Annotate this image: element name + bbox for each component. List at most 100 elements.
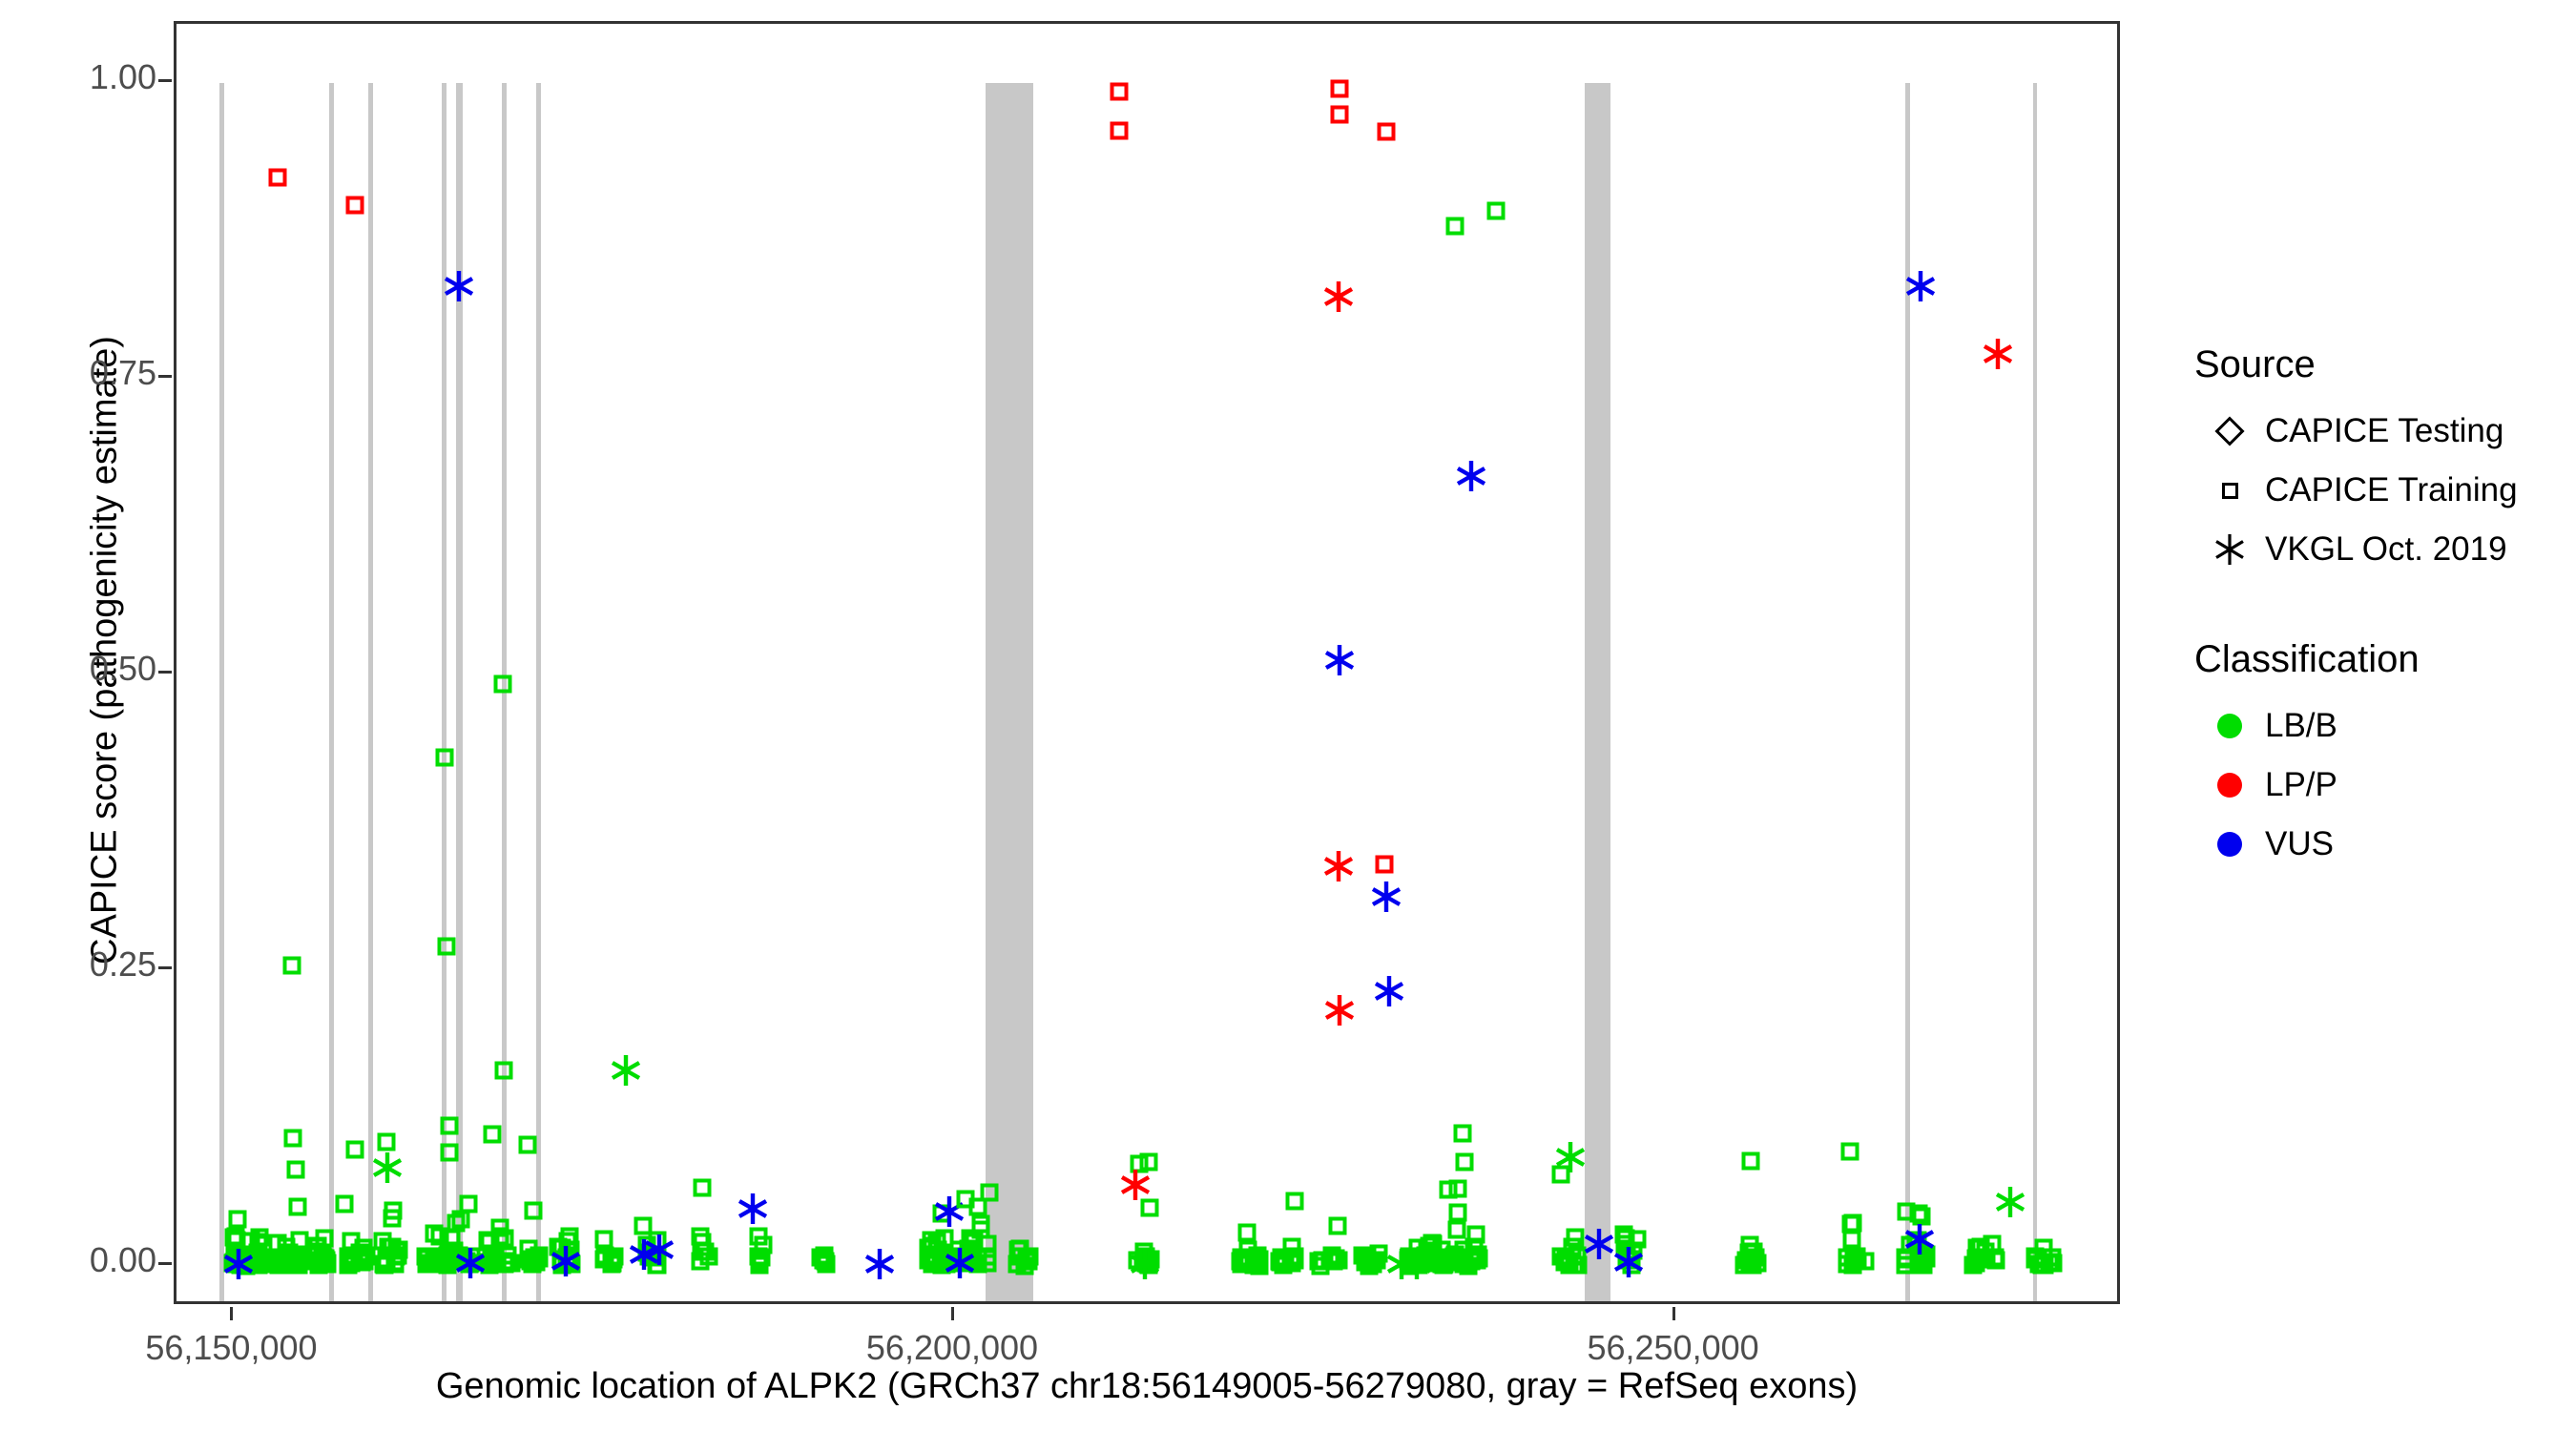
data-point-marker — [956, 1190, 975, 1209]
data-point-marker — [1615, 1234, 1634, 1254]
y-tick-mark — [158, 374, 172, 378]
exon-band — [536, 82, 541, 1301]
data-point-marker — [980, 1183, 999, 1202]
data-point-marker — [1842, 1230, 1861, 1249]
y-tick-label: 0.75 — [89, 352, 156, 392]
data-point-marker — [1977, 1248, 1996, 1267]
y-tick-mark — [158, 670, 172, 674]
data-point-marker — [604, 1250, 623, 1269]
legend-item-capice-training[interactable]: CAPICE Training — [2194, 461, 2576, 520]
data-point-marker — [1551, 1247, 1570, 1266]
data-point-marker — [1248, 1255, 1267, 1274]
data-point-marker — [437, 937, 456, 956]
data-point-marker — [1845, 1249, 1864, 1268]
exon-band — [1905, 82, 1910, 1301]
y-tick-label: 0.50 — [89, 648, 156, 688]
data-point-marker — [1373, 975, 1405, 1007]
diamond-marker-icon — [2194, 416, 2265, 446]
data-point-marker — [610, 1054, 642, 1087]
x-tick-mark — [1672, 1307, 1675, 1320]
data-point-marker — [628, 1238, 660, 1271]
exon-band — [368, 82, 373, 1301]
asterisk-marker-icon — [2194, 532, 2265, 567]
data-point-marker — [495, 1231, 514, 1250]
data-point-marker — [1897, 1202, 1916, 1221]
data-point-marker — [224, 1228, 243, 1247]
legend-title-source: Source — [2194, 343, 2316, 385]
data-point-marker — [377, 1132, 396, 1151]
data-point-marker — [1466, 1225, 1485, 1244]
legend-group-classification: Classification LB/B LP/P VUS — [2194, 638, 2576, 874]
y-tick-mark — [158, 78, 172, 82]
data-point-marker — [1130, 1154, 1149, 1173]
data-point-marker — [518, 1135, 537, 1154]
data-point-marker — [1323, 994, 1356, 1027]
data-point-marker — [1377, 122, 1396, 141]
y-tick-mark — [158, 965, 172, 969]
data-point-marker — [1612, 1246, 1645, 1278]
exon-band — [219, 82, 224, 1301]
data-point-marker — [699, 1247, 718, 1266]
data-point-marker — [479, 1253, 498, 1272]
data-point-marker — [228, 1210, 247, 1229]
data-point-marker — [282, 956, 301, 975]
data-point-marker — [691, 1227, 710, 1246]
exon-band — [329, 82, 334, 1301]
legend-label-lbb: LB/B — [2265, 707, 2337, 744]
data-point-marker — [978, 1234, 997, 1254]
exon-band — [456, 82, 463, 1301]
x-tick-mark — [230, 1307, 234, 1320]
y-tick-label: 0.25 — [89, 944, 156, 984]
data-point-marker — [1583, 1228, 1615, 1260]
data-point-marker — [1566, 1228, 1585, 1247]
data-point-marker — [550, 1245, 582, 1277]
legend-item-capice-testing[interactable]: CAPICE Testing — [2194, 402, 2576, 461]
data-point-marker — [1554, 1141, 1587, 1173]
legend-item-vus[interactable]: VUS — [2194, 815, 2576, 874]
data-point-marker — [280, 1254, 299, 1273]
data-point-marker — [1455, 1152, 1473, 1172]
data-point-marker — [345, 1140, 364, 1159]
data-point-marker — [1330, 105, 1349, 124]
data-point-marker — [318, 1254, 337, 1273]
x-tick-label: 56,250,000 — [1587, 1328, 1759, 1367]
data-point-marker — [1467, 1251, 1486, 1270]
data-point-marker — [1330, 79, 1349, 98]
x-tick-label: 56,150,000 — [145, 1328, 318, 1367]
data-point-marker — [1129, 1248, 1161, 1280]
data-point-marker — [1901, 1235, 1920, 1255]
legend-group-source: Source CAPICE Testing CAPICE Training — [2194, 343, 2576, 579]
data-point-marker — [478, 1231, 497, 1250]
data-point-marker — [1741, 1151, 1760, 1171]
data-point-marker — [1982, 338, 2014, 370]
dot-marker-icon-lpp — [2194, 773, 2265, 798]
data-point-marker — [1455, 460, 1487, 492]
data-point-marker — [1447, 1220, 1466, 1239]
data-point-marker — [316, 1249, 335, 1268]
data-point-marker — [693, 1178, 712, 1197]
dot-marker-icon-vus — [2194, 832, 2265, 857]
data-point-marker — [944, 1247, 976, 1279]
data-point-marker — [386, 1246, 405, 1265]
data-point-marker — [345, 196, 364, 215]
chart-legend: Source CAPICE Testing CAPICE Training — [2194, 343, 2576, 933]
legend-item-lbb[interactable]: LB/B — [2194, 696, 2576, 756]
data-point-marker — [594, 1230, 613, 1249]
data-point-marker — [430, 1227, 449, 1246]
data-point-marker — [1448, 1203, 1467, 1222]
data-point-marker — [443, 270, 475, 302]
data-point-marker — [815, 1246, 834, 1265]
data-point-marker — [1367, 1251, 1386, 1270]
legend-item-lpp[interactable]: LP/P — [2194, 756, 2576, 815]
data-point-marker — [459, 1194, 478, 1213]
data-point-marker — [377, 1250, 396, 1269]
data-point-marker — [1375, 855, 1394, 874]
data-point-marker — [811, 1248, 830, 1267]
plot-area — [177, 24, 2117, 1301]
data-point-marker — [1748, 1254, 1767, 1273]
data-point-marker — [1119, 1169, 1152, 1201]
data-point-marker — [1903, 1223, 1936, 1255]
legend-item-vkgl[interactable]: VKGL Oct. 2019 — [2194, 520, 2576, 579]
data-point-marker — [1904, 270, 1937, 302]
data-point-marker — [1008, 1247, 1028, 1266]
